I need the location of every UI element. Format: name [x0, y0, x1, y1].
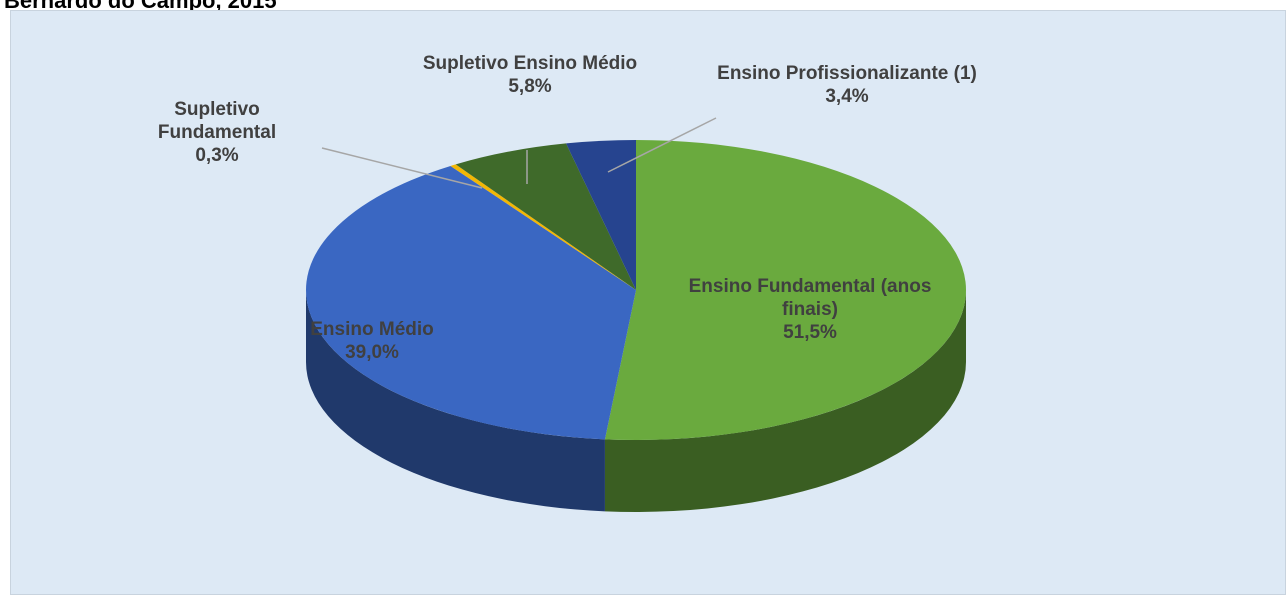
category-name: Supletivo Fundamental: [157, 99, 277, 143]
leader-line: [321, 147, 483, 189]
slice: [306, 165, 636, 440]
value-label: 0,3%: [195, 145, 239, 166]
category-name: Ensino Fundamental (anos finais): [688, 276, 932, 320]
category-name: Supletivo Ensino Médio: [422, 53, 638, 74]
slice: [604, 140, 967, 440]
slice-label: Ensino Médio 39,0%: [272, 318, 472, 364]
value-label: 51,5%: [783, 322, 837, 343]
slice-side: [306, 290, 605, 512]
slice-label: Supletivo Ensino Médio 5,8%: [415, 52, 645, 98]
leader-line: [607, 117, 717, 173]
value-label: 5,8%: [508, 76, 552, 97]
slice-side: [604, 290, 966, 512]
slice: [566, 140, 636, 290]
value-label: 3,4%: [825, 86, 869, 107]
chart-title: Bernardo do Campo, 2015: [4, 0, 277, 13]
category-name: Ensino Profissionalizante (1): [717, 63, 977, 84]
value-label: 39,0%: [345, 342, 399, 363]
slice: [450, 164, 636, 290]
category-name: Ensino Médio: [310, 319, 434, 340]
slice: [455, 143, 636, 290]
slice-label: Ensino Fundamental (anos finais) 51,5%: [670, 275, 950, 344]
slice-label: Ensino Profissionalizante (1) 3,4%: [717, 62, 977, 108]
slice-label: Supletivo Fundamental 0,3%: [137, 98, 297, 167]
